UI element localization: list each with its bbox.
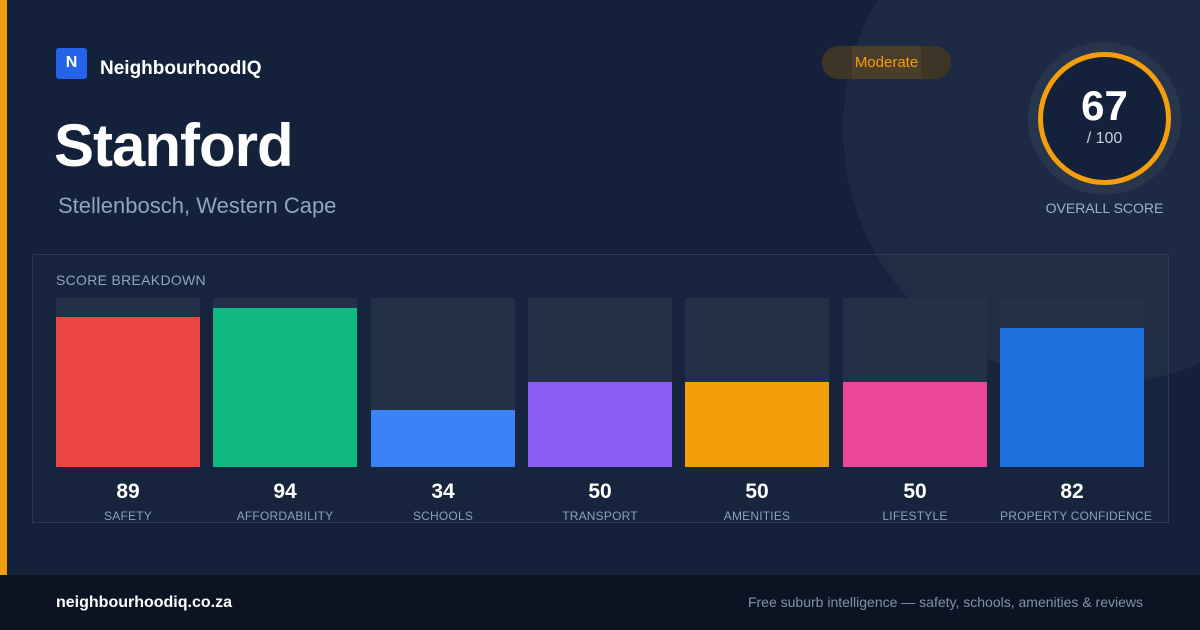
footer-tagline: Free suburb intelligence — safety, schoo… — [747, 594, 1143, 610]
brand-name: NeighbourhoodIQ — [100, 58, 262, 79]
score-breakdown-title: SCORE BREAKDOWN — [56, 272, 206, 288]
bar-label-property-confidence: PROPERTY CONFIDENCE — [1000, 509, 1153, 523]
bar-label-lifestyle: LIFESTYLE — [882, 509, 948, 523]
score-bar-property-confidence: 82 PROPERTY CONFIDENCE — [1000, 298, 1153, 523]
bar-track — [528, 298, 672, 467]
bar-fill-safety — [56, 317, 200, 467]
bar-value-property-confidence: 82 — [1060, 480, 1084, 503]
bar-label-transport: TRANSPORT — [562, 509, 638, 523]
rating-badge: Moderate — [822, 46, 951, 79]
bar-track — [213, 298, 357, 467]
bar-track — [843, 298, 987, 467]
bar-value-amenities: 50 — [745, 480, 769, 503]
score-bar-affordability: 94 AFFORDABILITY — [213, 298, 357, 523]
bar-track — [685, 298, 829, 467]
bar-fill-property-confidence — [1000, 328, 1144, 467]
bar-fill-transport — [528, 382, 672, 467]
score-bar-schools: 34 SCHOOLS — [371, 298, 515, 523]
bar-track — [56, 298, 200, 467]
score-bar-safety: 89 SAFETY — [56, 298, 200, 523]
score-bar-amenities: 50 AMENITIES — [685, 298, 829, 523]
bar-track — [1000, 298, 1144, 467]
score-breakdown-panel: SCORE BREAKDOWN 89 SAFETY 94 AFFORDABILITY 3… — [32, 254, 1169, 523]
bar-value-safety: 89 — [116, 480, 140, 503]
bar-fill-lifestyle — [843, 382, 987, 467]
score-bar-transport: 50 TRANSPORT — [528, 298, 672, 523]
bar-value-transport: 50 — [588, 480, 612, 503]
footer: neighbourhoodiq.co.za Free suburb intell… — [0, 575, 1200, 630]
score-bar-lifestyle: 50 LIFESTYLE — [843, 298, 987, 523]
brand-logo-icon: N — [56, 47, 87, 79]
rating-badge-label: Moderate — [854, 54, 919, 71]
footer-url: neighbourhoodiq.co.za — [56, 594, 232, 611]
bar-label-amenities: AMENITIES — [723, 509, 791, 523]
bar-label-affordability: AFFORDABILITY — [236, 509, 334, 523]
bar-value-affordability: 94 — [273, 480, 297, 503]
overall-score-ring: 67 / 100 — [1038, 52, 1171, 185]
suburb-location: Stellenbosch, Western Cape — [58, 193, 337, 218]
bar-fill-schools — [371, 410, 515, 467]
bar-fill-amenities — [685, 382, 829, 467]
bar-track — [371, 298, 515, 467]
overall-score-label: OVERALL SCORE — [1045, 200, 1164, 216]
bar-label-schools: SCHOOLS — [412, 509, 474, 523]
overall-score-out-of: / 100 — [1086, 129, 1123, 147]
brand: N NeighbourhoodIQ — [56, 46, 261, 80]
suburb-title: Stanford — [54, 112, 294, 179]
overall-score-gauge: 67 / 100 — [1028, 42, 1181, 195]
bar-value-schools: 34 — [431, 480, 455, 503]
bar-fill-affordability — [213, 308, 357, 467]
bar-label-safety: SAFETY — [104, 509, 152, 523]
bar-value-lifestyle: 50 — [903, 480, 927, 503]
overall-score-value: 67 — [1081, 81, 1128, 129]
accent-strip — [0, 0, 7, 575]
